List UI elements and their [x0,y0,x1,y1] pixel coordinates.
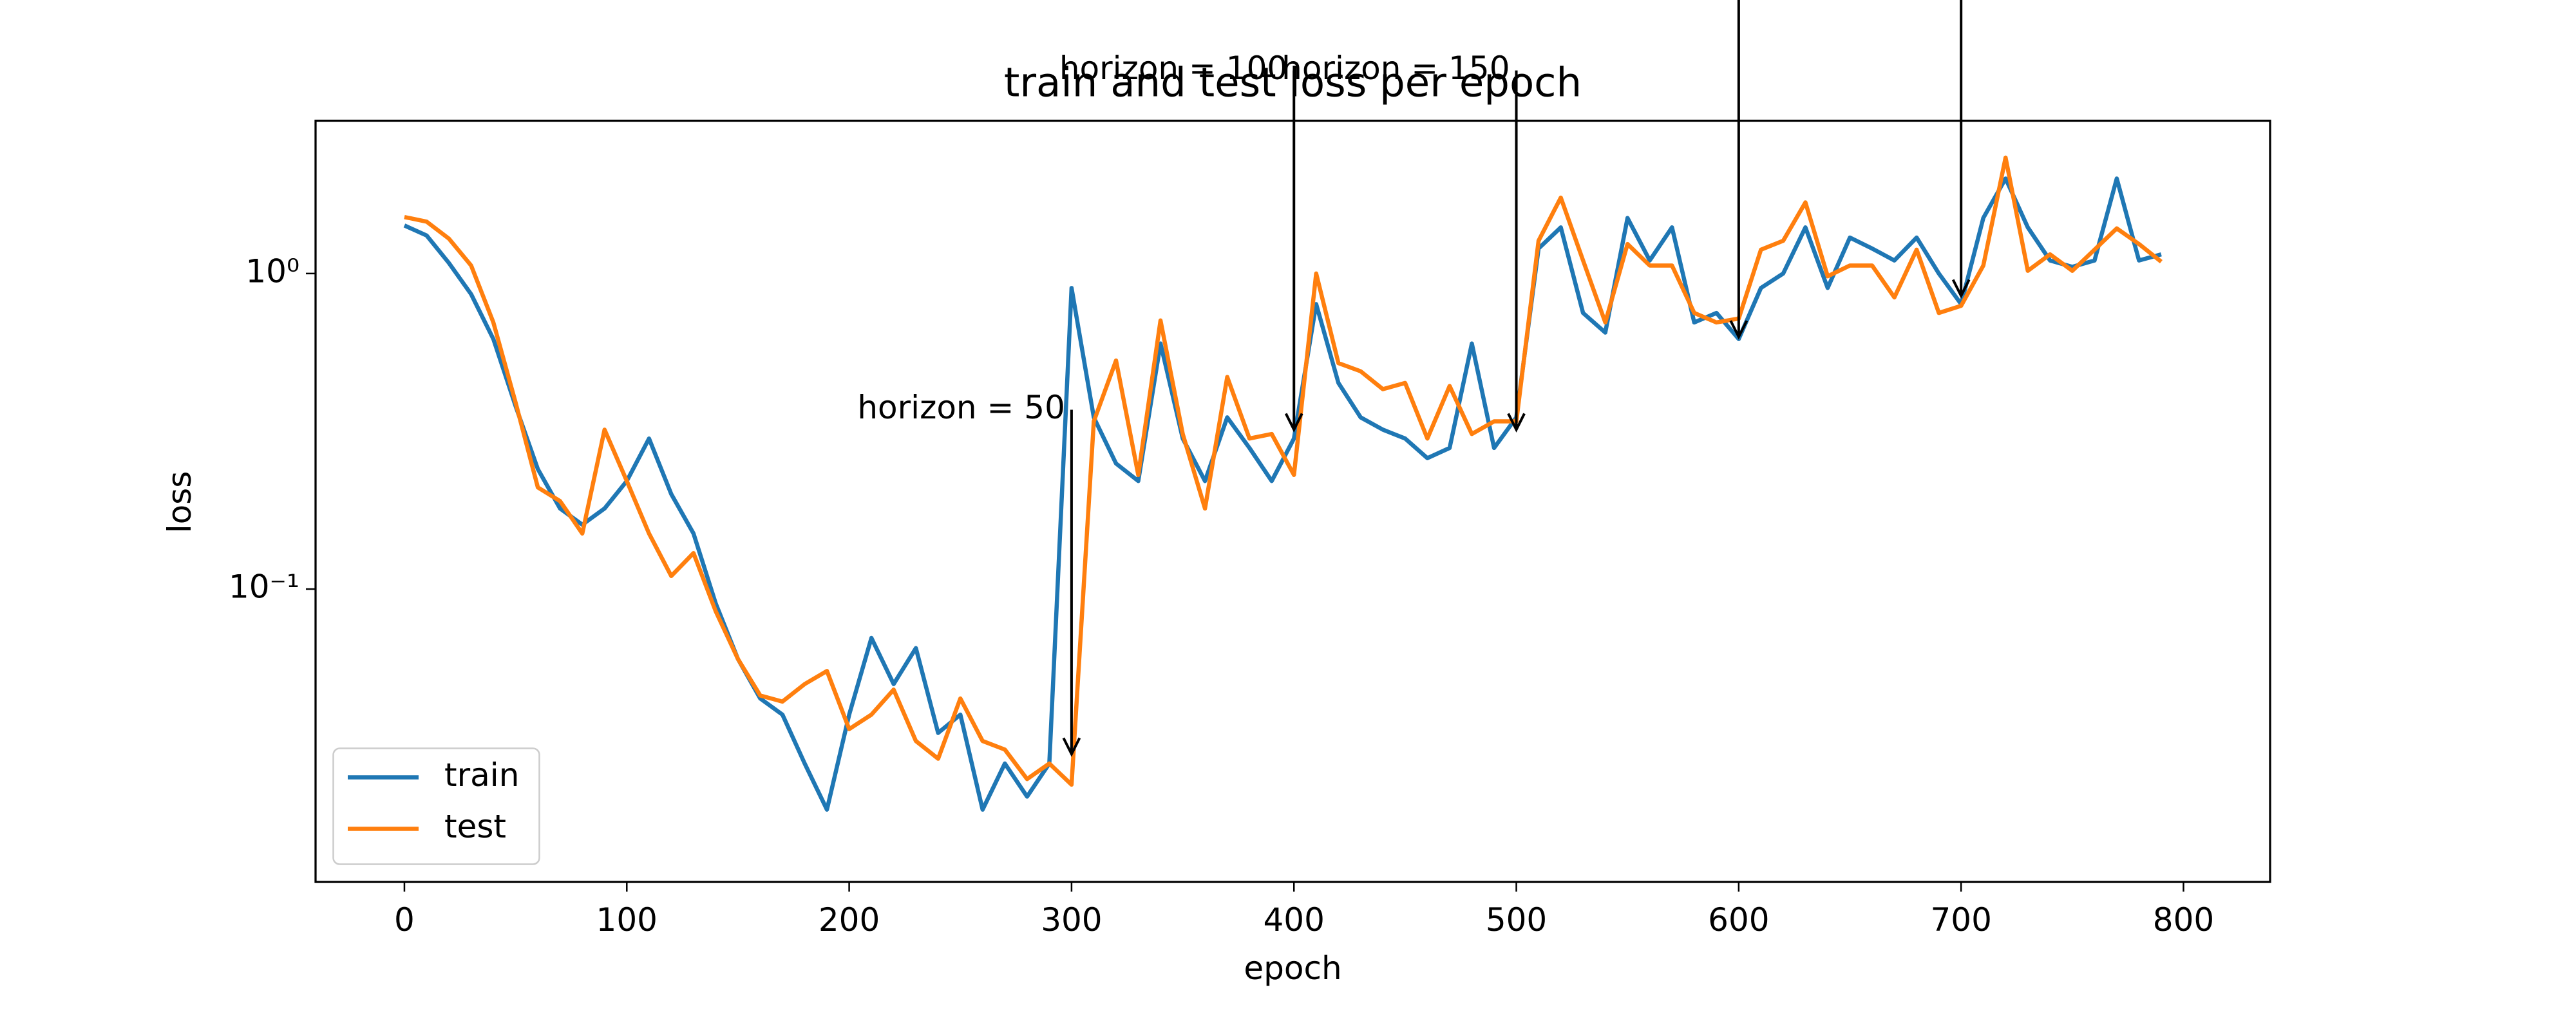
x-tick-label: 500 [1486,901,1547,939]
x-tick-label: 800 [2153,901,2214,939]
line-test [404,155,2163,787]
annotation-arrowhead [1951,279,1971,299]
line-train [403,176,2162,812]
x-tick-label: 100 [596,901,658,939]
annotation-text: horizon = 100 [1059,50,1287,87]
annotation-text: horizon = 50 [857,389,1065,426]
x-tick-label: 700 [1930,901,1991,939]
y-tick-label: 10⁻¹ [229,568,299,606]
annotation-text: horizon = 150 [1282,50,1510,87]
annotation-arrowhead [1062,737,1081,757]
x-tick-label: 300 [1041,901,1102,939]
x-tick-label: 600 [1708,901,1769,939]
x-tick-label: 200 [819,901,880,939]
x-tick-label: 0 [394,901,415,939]
y-tick-label: 10⁰ [245,252,299,290]
x-tick-label: 400 [1264,901,1325,939]
annotation-arrowhead [1284,413,1303,433]
annotation-arrowhead [1729,320,1748,340]
legend-label: test [444,808,506,845]
annotation-arrowhead [1507,413,1526,433]
y-axis-label: loss [161,471,198,534]
legend-label: train [444,756,519,794]
x-axis-label: epoch [1244,950,1341,987]
